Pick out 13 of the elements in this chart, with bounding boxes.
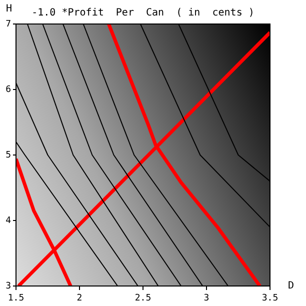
y-tick-label: 3 bbox=[6, 281, 11, 292]
y-axis-title: H bbox=[6, 4, 12, 15]
x-tick-label: 2 bbox=[76, 294, 82, 304]
y-tick-label: 7 bbox=[6, 19, 11, 30]
x-axis-title: D bbox=[288, 280, 294, 292]
x-tick-label: 3.5 bbox=[262, 294, 278, 304]
y-tick-label: 6 bbox=[6, 84, 11, 95]
x-tick-label: 2.5 bbox=[134, 294, 152, 304]
y-tick-label: 5 bbox=[6, 150, 11, 160]
x-tick-label: 3 bbox=[204, 294, 210, 304]
y-tick-label: 4 bbox=[6, 216, 11, 226]
chart-title: -1.0 *Profit Per Can ( in cents ) bbox=[32, 8, 254, 19]
x-tick-label: 1.5 bbox=[8, 294, 24, 304]
